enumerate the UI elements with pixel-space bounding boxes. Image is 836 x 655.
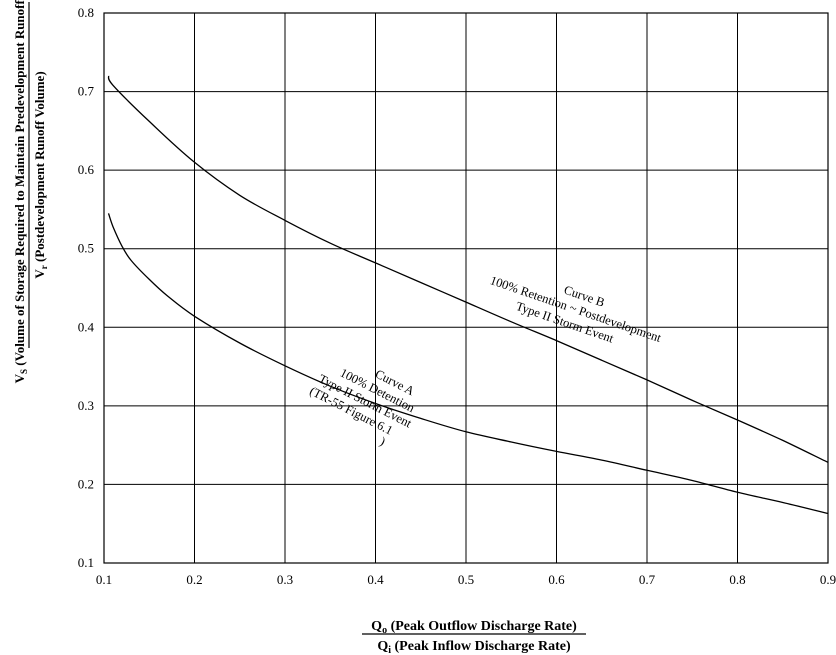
y-axis-title: VS (Volume of Storage Required to Mainta… [12,0,49,383]
x-tick-label: 0.6 [548,572,565,587]
y-tick-label: 0.8 [78,5,94,20]
y-axis-numerator: VS (Volume of Storage Required to Mainta… [12,0,29,383]
series-line-curve-a [107,213,829,515]
series-line-curve-b [107,75,829,463]
y-tick-label: 0.1 [78,555,94,570]
series-lines [107,75,829,515]
grid [104,13,828,563]
y-tick-label: 0.3 [78,398,94,413]
x-axis-numerator: Qo (Peak Outflow Discharge Rate) [371,619,577,636]
curve-b-annotation: Curve B 100% Retention ~ Postdevelopment… [488,273,663,346]
y-tick-label: 0.4 [78,319,95,334]
x-tick-label: 0.8 [729,572,745,587]
curve-a-note-4: ) [378,434,388,448]
y-tick-label: 0.5 [78,241,94,256]
x-tick-label: 0.5 [458,572,474,587]
y-axis-denominator: Vr (Postdevelopment Runoff Volume) [32,71,49,278]
x-tick-labels: 0.1 0.2 0.3 0.4 0.5 0.6 0.7 0.8 0.9 [96,572,836,587]
x-tick-label: 0.1 [96,572,112,587]
x-tick-label: 0.3 [277,572,293,587]
x-axis-title: Qo (Peak Outflow Discharge Rate) Qi (Pea… [362,619,586,655]
y-tick-labels: 0.1 0.2 0.3 0.4 0.5 0.6 0.7 0.8 [78,5,95,570]
y-tick-label: 0.6 [78,162,95,177]
x-tick-label: 0.4 [367,572,384,587]
x-tick-label: 0.7 [639,572,656,587]
y-tick-label: 0.2 [78,476,94,491]
curve-a-annotation: Curve A 100% Detention Type II Storm Eve… [307,366,417,449]
y-tick-label: 0.7 [78,84,95,99]
x-axis-denominator: Qi (Peak Inflow Discharge Rate) [377,639,571,655]
x-tick-label: 0.2 [186,572,202,587]
x-tick-label: 0.9 [820,572,836,587]
plot-frame [103,12,829,564]
